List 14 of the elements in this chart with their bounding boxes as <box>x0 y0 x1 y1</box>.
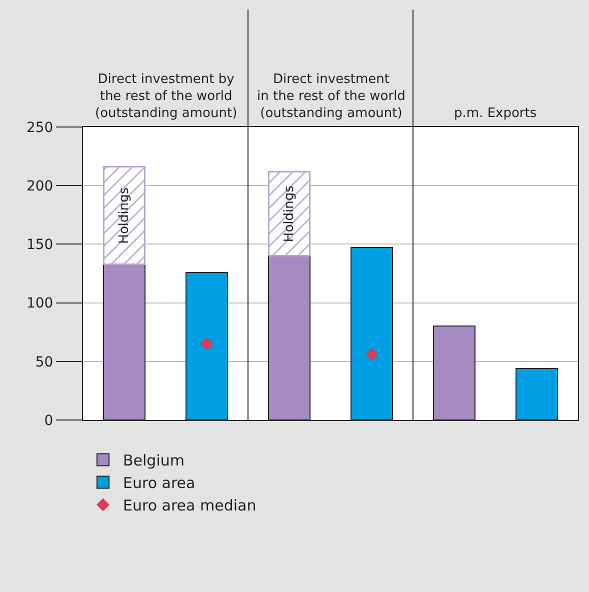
legend-label: Euro area median <box>123 496 256 515</box>
y-tick-label: 150 <box>26 237 54 254</box>
text: p.m. Exports <box>454 106 537 121</box>
y-tick-label: 50 <box>35 354 54 370</box>
legend-label: Belgium <box>123 452 184 470</box>
y-tick-label: 200 <box>26 178 54 194</box>
text: Direct investment in the rest of the world (outstanding amount) <box>257 72 406 121</box>
y-tick-label: 250 <box>26 120 54 136</box>
text: Direct investment by the rest of the world (outstanding amount) <box>95 72 238 121</box>
legend-label: Euro area <box>123 474 196 492</box>
y-tick-label: 0 <box>44 412 54 429</box>
text: Holdings <box>282 186 297 242</box>
series-label: Holdings <box>116 187 132 244</box>
y-tick-label: 100 <box>26 296 54 312</box>
